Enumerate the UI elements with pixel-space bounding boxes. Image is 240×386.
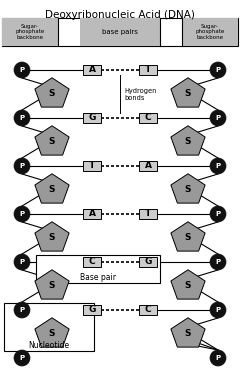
FancyBboxPatch shape <box>4 303 94 351</box>
Text: A: A <box>89 66 96 74</box>
Polygon shape <box>171 78 205 107</box>
Circle shape <box>210 206 226 222</box>
Circle shape <box>14 158 30 174</box>
Text: P: P <box>216 115 221 121</box>
Circle shape <box>210 110 226 126</box>
Circle shape <box>14 110 30 126</box>
Text: A: A <box>89 210 96 218</box>
Text: G: G <box>144 257 152 266</box>
Text: T: T <box>145 210 151 218</box>
Text: Deoxyribonucleic Acid (DNA): Deoxyribonucleic Acid (DNA) <box>45 10 195 20</box>
Polygon shape <box>171 174 205 203</box>
Text: C: C <box>145 113 151 122</box>
Text: S: S <box>49 281 55 291</box>
Text: S: S <box>185 186 191 195</box>
Text: A: A <box>144 161 151 171</box>
FancyBboxPatch shape <box>139 305 157 315</box>
Polygon shape <box>171 270 205 299</box>
FancyBboxPatch shape <box>83 65 101 75</box>
Circle shape <box>210 254 226 270</box>
Text: P: P <box>19 211 24 217</box>
FancyBboxPatch shape <box>2 18 238 46</box>
Text: S: S <box>185 90 191 98</box>
Text: P: P <box>19 259 24 265</box>
FancyBboxPatch shape <box>2 18 58 46</box>
Text: P: P <box>19 115 24 121</box>
FancyBboxPatch shape <box>139 161 157 171</box>
Text: Sugar-
phosphate
backbone: Sugar- phosphate backbone <box>15 24 45 40</box>
Circle shape <box>14 302 30 318</box>
Text: Nucleotide: Nucleotide <box>28 340 70 349</box>
Polygon shape <box>35 318 69 347</box>
Text: S: S <box>185 234 191 242</box>
Text: S: S <box>49 186 55 195</box>
Text: P: P <box>216 259 221 265</box>
Text: S: S <box>185 330 191 339</box>
FancyBboxPatch shape <box>83 113 101 123</box>
Polygon shape <box>35 126 69 155</box>
Text: P: P <box>19 163 24 169</box>
FancyBboxPatch shape <box>83 305 101 315</box>
Text: P: P <box>216 163 221 169</box>
Text: T: T <box>145 66 151 74</box>
Text: S: S <box>49 234 55 242</box>
Circle shape <box>14 62 30 78</box>
Text: P: P <box>19 307 24 313</box>
FancyBboxPatch shape <box>83 257 101 267</box>
Text: Base pair: Base pair <box>80 274 116 283</box>
Text: G: G <box>88 305 96 315</box>
Circle shape <box>210 350 226 366</box>
Polygon shape <box>171 222 205 251</box>
FancyBboxPatch shape <box>139 65 157 75</box>
Text: T: T <box>89 161 95 171</box>
Text: C: C <box>89 257 95 266</box>
Polygon shape <box>171 126 205 155</box>
Text: S: S <box>49 90 55 98</box>
FancyBboxPatch shape <box>182 18 238 46</box>
FancyBboxPatch shape <box>139 113 157 123</box>
FancyBboxPatch shape <box>83 161 101 171</box>
Text: P: P <box>216 67 221 73</box>
Circle shape <box>210 62 226 78</box>
Circle shape <box>210 302 226 318</box>
Text: P: P <box>19 355 24 361</box>
Text: S: S <box>185 281 191 291</box>
Polygon shape <box>35 222 69 251</box>
Text: S: S <box>49 330 55 339</box>
FancyBboxPatch shape <box>139 257 157 267</box>
Circle shape <box>210 158 226 174</box>
Text: base pairs: base pairs <box>102 29 138 35</box>
Polygon shape <box>35 78 69 107</box>
Text: P: P <box>216 211 221 217</box>
FancyBboxPatch shape <box>80 18 160 46</box>
Polygon shape <box>35 174 69 203</box>
Text: S: S <box>185 137 191 147</box>
FancyBboxPatch shape <box>83 209 101 219</box>
Text: P: P <box>216 355 221 361</box>
Polygon shape <box>35 270 69 299</box>
Text: Sugar-
phosphate
backbone: Sugar- phosphate backbone <box>195 24 225 40</box>
Text: G: G <box>88 113 96 122</box>
Text: C: C <box>145 305 151 315</box>
Text: S: S <box>49 137 55 147</box>
Text: P: P <box>216 307 221 313</box>
FancyBboxPatch shape <box>36 255 160 283</box>
Text: Hydrogen
bonds: Hydrogen bonds <box>124 88 156 100</box>
Circle shape <box>14 254 30 270</box>
Circle shape <box>14 350 30 366</box>
Polygon shape <box>171 318 205 347</box>
FancyBboxPatch shape <box>139 209 157 219</box>
Circle shape <box>14 206 30 222</box>
Text: P: P <box>19 67 24 73</box>
